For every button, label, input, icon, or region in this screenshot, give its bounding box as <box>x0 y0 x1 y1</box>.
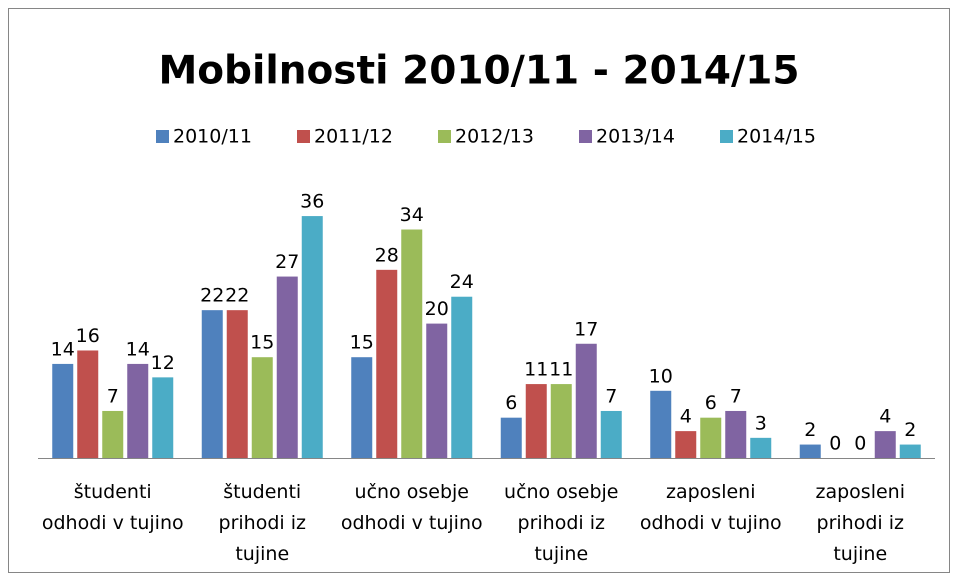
legend-label: 2011/12 <box>314 126 393 148</box>
bar <box>899 444 921 458</box>
bar <box>675 431 697 458</box>
data-label: 36 <box>300 191 324 213</box>
data-label: 20 <box>425 298 449 320</box>
x-tick-label: študenti odhodi v tujino <box>41 481 184 534</box>
data-label: 14 <box>126 338 150 360</box>
bar <box>401 229 423 458</box>
data-label: 7 <box>107 385 119 407</box>
bar <box>426 323 448 458</box>
legend-label: 2014/15 <box>737 126 816 148</box>
data-label: 3 <box>755 412 767 434</box>
data-label: 28 <box>375 244 399 266</box>
bar <box>251 357 273 458</box>
bar <box>550 384 572 458</box>
legend-swatch <box>438 130 451 143</box>
data-label: 6 <box>705 392 717 414</box>
data-label: 4 <box>879 406 891 428</box>
bar <box>276 276 298 458</box>
bar <box>575 343 597 458</box>
data-label: 15 <box>350 332 374 354</box>
data-label: 0 <box>829 433 841 455</box>
data-label: 2 <box>804 419 816 441</box>
x-tick-label: učno osebje odhodi v tujino <box>340 481 483 534</box>
data-label: 24 <box>450 271 474 293</box>
bar <box>799 444 821 458</box>
data-label: 14 <box>51 338 75 360</box>
bar <box>201 310 223 458</box>
data-label: 16 <box>76 325 100 347</box>
data-label: 22 <box>225 285 249 307</box>
bar <box>301 216 323 458</box>
x-tick-label: učno osebje prihodi iz tujine <box>504 481 619 565</box>
data-label: 11 <box>549 359 573 381</box>
legend-label: 2012/13 <box>455 126 534 148</box>
data-label: 2 <box>904 419 916 441</box>
data-label: 0 <box>854 433 866 455</box>
legend-label: 2010/11 <box>173 126 252 148</box>
x-tick-label: študenti prihodi iz tujine <box>218 481 306 565</box>
bar <box>152 377 174 458</box>
bar <box>52 363 74 458</box>
data-label: 6 <box>505 392 517 414</box>
bar <box>351 357 373 458</box>
bar <box>600 410 622 458</box>
bar <box>77 350 99 458</box>
data-label: 34 <box>400 204 424 226</box>
data-label: 27 <box>275 251 299 273</box>
data-label: 22 <box>200 285 224 307</box>
data-label: 15 <box>250 332 274 354</box>
bar <box>451 296 473 458</box>
data-label: 17 <box>574 318 598 340</box>
data-label: 10 <box>649 365 673 387</box>
bar <box>725 410 747 458</box>
bar <box>700 417 722 458</box>
bar <box>102 410 124 458</box>
legend-swatch <box>156 130 169 143</box>
bar <box>525 384 547 458</box>
bar <box>650 390 672 458</box>
x-tick-label: zaposleni odhodi v tujino <box>639 481 782 534</box>
bar <box>226 310 248 458</box>
data-label: 7 <box>605 385 617 407</box>
legend-swatch <box>297 130 310 143</box>
data-label: 11 <box>524 359 548 381</box>
legend-swatch <box>579 130 592 143</box>
data-label: 12 <box>151 352 175 374</box>
legend-label: 2013/14 <box>596 126 675 148</box>
chart-frame <box>8 8 950 573</box>
x-tick-label: zaposleni prihodi iz tujine <box>815 481 906 565</box>
chart-title: Mobilnosti 2010/11 - 2014/15 <box>158 49 799 94</box>
bar <box>127 363 149 458</box>
legend-swatch <box>720 130 733 143</box>
bar <box>874 431 896 458</box>
bar <box>376 269 398 458</box>
bar <box>500 417 522 458</box>
data-label: 4 <box>680 406 692 428</box>
bar <box>750 437 772 458</box>
data-label: 7 <box>730 385 742 407</box>
